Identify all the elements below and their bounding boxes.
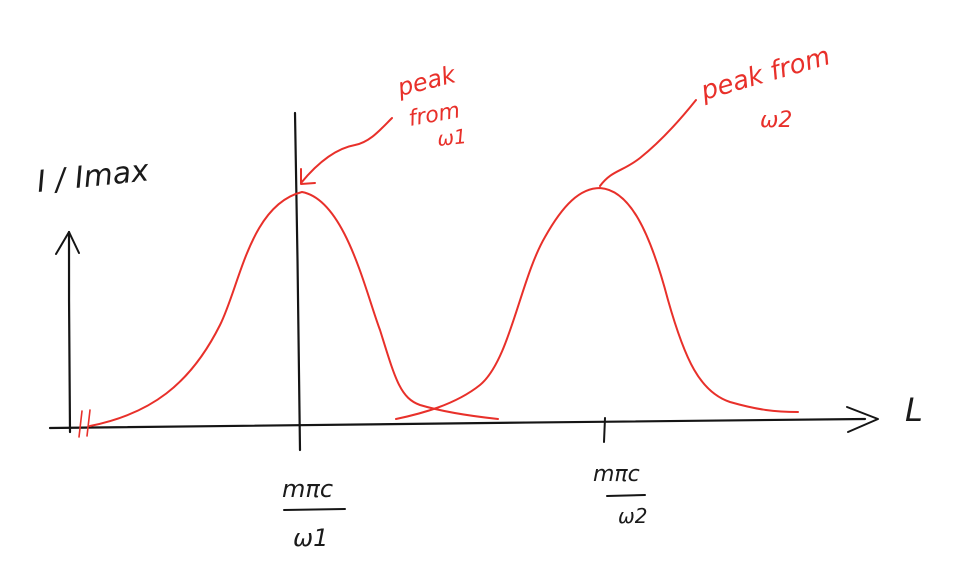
peak-curve-omega2 (395, 187, 799, 420)
tick-denominator: ω2 (618, 504, 647, 528)
tick-numerator: mπc (593, 462, 640, 487)
annotation-line: peak (394, 60, 460, 102)
fraction-bar (606, 494, 646, 497)
annotation-arrowhead (300, 168, 316, 185)
fraction-bar (283, 508, 346, 511)
tick-omega2 (603, 417, 606, 443)
annotation-arrow (300, 117, 393, 184)
curves (89, 187, 799, 427)
axis-break-mark (78, 409, 91, 438)
y-axis-line (67, 230, 72, 434)
annotation-peak-omega1: peak from ω1 (300, 60, 468, 185)
annotation-arrow (599, 99, 697, 187)
vertical-line-omega1 (293, 111, 302, 452)
x-axis-label: L (905, 391, 923, 429)
y-axis-label: I / Imax (35, 153, 151, 200)
tick-label-omega1: mπc ω1 (282, 475, 346, 552)
y-axis-arrowhead (55, 231, 80, 255)
tick-denominator: ω1 (293, 524, 328, 552)
annotation-line: peak from (697, 41, 834, 107)
peak-curve-omega1 (89, 191, 499, 427)
annotation-line: ω2 (760, 108, 792, 133)
axes (48, 111, 879, 452)
x-axis-line (48, 417, 867, 430)
x-axis-arrowhead (846, 406, 879, 433)
annotation-peak-omega2: peak from ω2 (599, 41, 834, 187)
tick-numerator: mπc (282, 475, 333, 503)
tick-label-omega2: mπc ω2 (593, 462, 647, 528)
annotation-line: ω1 (436, 124, 468, 151)
